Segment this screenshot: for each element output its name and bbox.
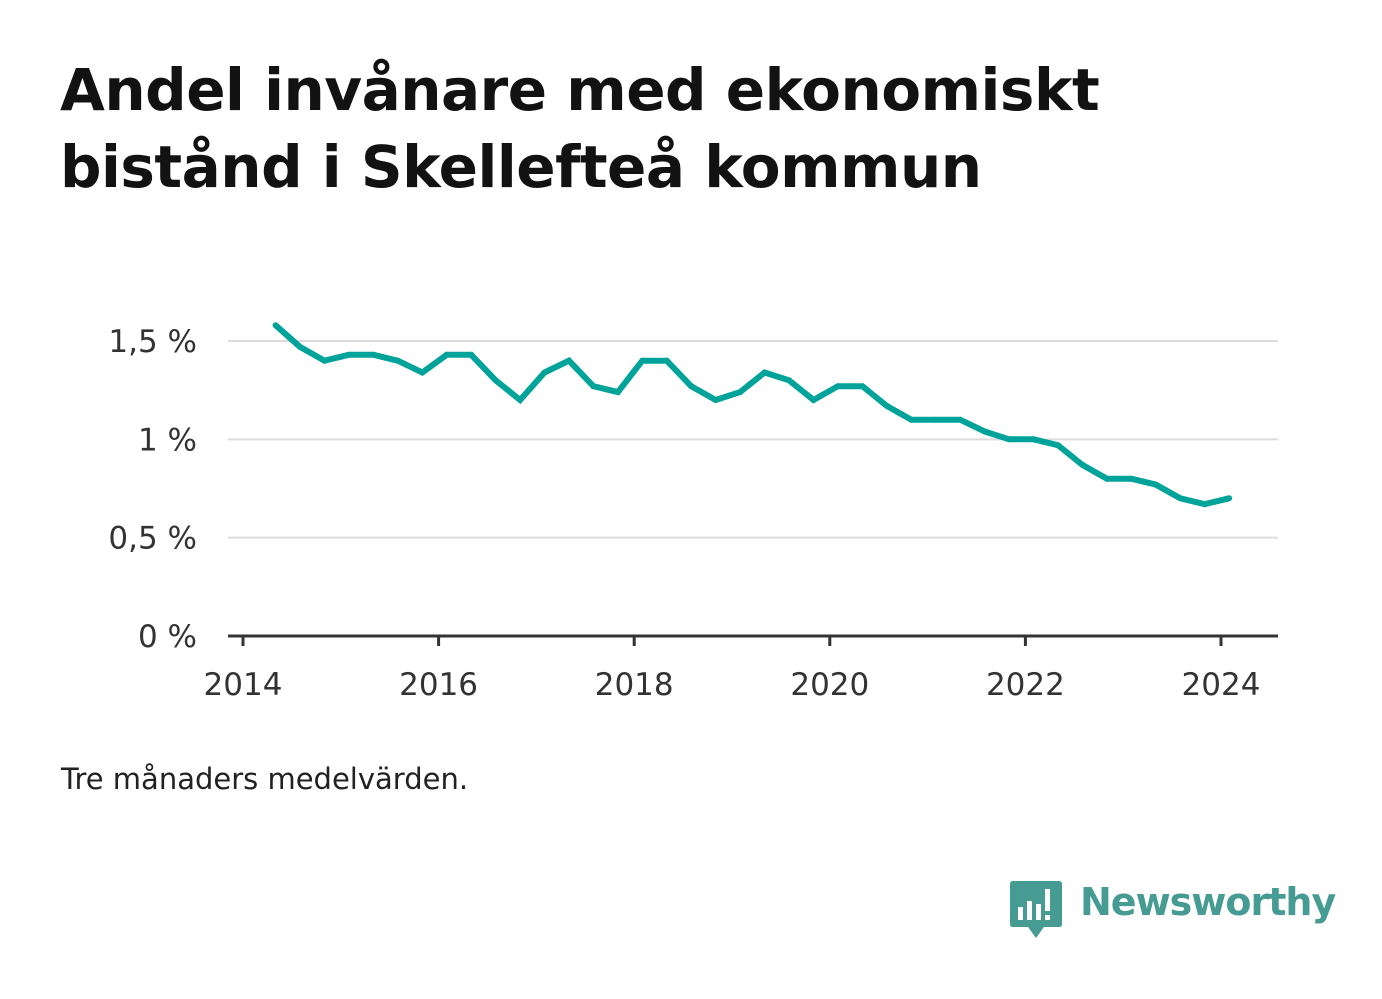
data-point: [419, 369, 426, 376]
y-axis-labels: 0 % 0,5 % 1 % 1,5 %: [108, 324, 197, 655]
data-point: [1006, 436, 1013, 443]
data-point: [492, 377, 499, 384]
x-axis-ticks: 2014 2016 2018 2020 2022 2024: [204, 636, 1261, 703]
data-point: [370, 351, 377, 358]
data-point: [1079, 461, 1086, 468]
data-point: [859, 383, 866, 390]
data-point: [272, 322, 279, 329]
data-point: [957, 416, 964, 423]
data-point: [468, 351, 475, 358]
data-point: [908, 416, 915, 423]
data-point: [517, 397, 524, 403]
data-point: [639, 357, 646, 364]
data-point: [761, 369, 768, 376]
x-tick-label: 2016: [399, 667, 478, 703]
x-tick-label: 2022: [986, 667, 1065, 703]
y-tick-label: 1 %: [138, 422, 197, 458]
data-point: [566, 357, 572, 364]
data-point: [688, 383, 695, 390]
data-point: [712, 397, 719, 403]
x-tick-label: 2020: [790, 667, 869, 703]
data-point: [1226, 495, 1233, 502]
data-point: [932, 416, 939, 423]
x-tick-label: 2014: [204, 667, 283, 703]
y-tick-label: 1,5 %: [108, 324, 197, 360]
brand-name: Newsworthy: [1080, 880, 1336, 924]
chart-title: Andel invånare med ekonomiskt bistånd i …: [60, 56, 1100, 201]
data-point: [737, 389, 744, 396]
data-point: [297, 343, 303, 350]
data-point: [786, 377, 792, 384]
data-point: [1152, 481, 1159, 488]
data-point: [1177, 495, 1184, 502]
data-point: [1055, 442, 1061, 449]
data-point: [810, 397, 817, 403]
bar-chart-speech-bubble-icon: [1010, 881, 1062, 938]
series-line: [273, 323, 1230, 508]
data-point: [1030, 436, 1037, 443]
data-point: [541, 369, 548, 376]
data-point: [981, 428, 988, 435]
chart-note: Tre månaders medelvärden.: [61, 762, 469, 796]
gridlines: [228, 340, 1278, 539]
newsworthy-logo[interactable]: Newsworthy: [1010, 878, 1340, 942]
data-point: [1103, 475, 1110, 482]
data-point: [614, 389, 621, 396]
data-point: [1201, 501, 1208, 508]
data-point: [663, 357, 670, 364]
y-tick-label: 0 %: [138, 619, 197, 655]
x-tick-label: 2024: [1182, 667, 1261, 703]
data-point: [345, 351, 352, 358]
series-layer: [272, 322, 1233, 508]
data-point: [321, 357, 328, 364]
data-point: [443, 351, 450, 358]
data-point: [394, 357, 401, 364]
x-tick-label: 2018: [595, 667, 674, 703]
data-point: [1128, 475, 1135, 482]
data-point: [590, 383, 597, 390]
y-tick-label: 0,5 %: [108, 521, 197, 557]
data-point: [834, 383, 841, 390]
data-point: [883, 402, 890, 409]
